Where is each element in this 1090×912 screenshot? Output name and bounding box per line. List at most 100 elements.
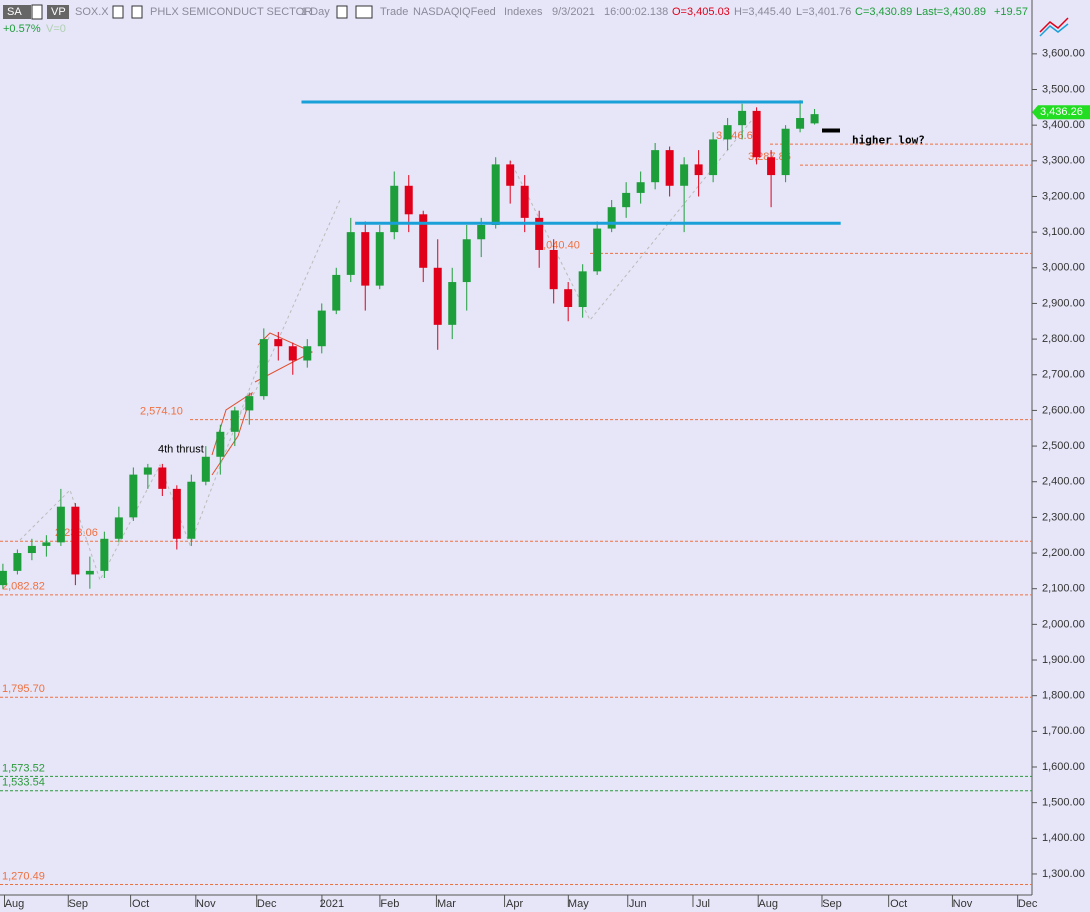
sa-label: SA [7, 6, 22, 18]
x-tick-label: Sep [68, 898, 88, 910]
x-tick-label: Sep [822, 898, 842, 910]
candle-body [100, 538, 109, 571]
candle-body [738, 110, 747, 126]
sa-dropdown[interactable] [31, 4, 43, 20]
y-tick-label: 3,200.00 [1042, 190, 1085, 202]
candle-body [680, 164, 689, 186]
y-tick-label: 1,700.00 [1042, 725, 1085, 737]
x-tick-label: Oct [132, 898, 149, 910]
annotation: higher low? [852, 134, 925, 147]
level-label: 1,795.70 [2, 683, 45, 695]
candle-body [404, 185, 413, 215]
candle-body [332, 274, 341, 311]
candle-body [346, 232, 355, 275]
level-label: 3,346.66 [716, 130, 759, 142]
x-tick-label: May [568, 898, 589, 910]
candle-body [651, 150, 660, 183]
change: +19.57 [994, 6, 1028, 18]
feed: IQFeed [459, 6, 496, 18]
x-tick-label: 2021 [320, 898, 344, 910]
candle-body [288, 346, 297, 361]
icon-line [1039, 17, 1069, 33]
x-tick-label: Oct [890, 898, 907, 910]
x-tick-label: Jun [629, 898, 647, 910]
candle-body [433, 267, 442, 325]
last-price-label: 3,436.26 [1040, 106, 1083, 118]
y-tick-label: 3,500.00 [1042, 83, 1085, 95]
annotation: 4th thrust [158, 444, 204, 456]
level-label: 1,533.54 [2, 777, 45, 789]
y-tick-label: 2,500.00 [1042, 440, 1085, 452]
zigzag-drawing [219, 199, 341, 446]
vp-button[interactable] [47, 5, 69, 19]
candle-body [56, 506, 65, 543]
level-label: 2,574.10 [140, 406, 183, 418]
candle-body [361, 232, 370, 286]
candle-body [578, 271, 587, 308]
candle-body [158, 467, 167, 489]
y-tick-label: 2,600.00 [1042, 404, 1085, 416]
candle-body [13, 553, 22, 571]
interval: 1 Day [301, 6, 330, 18]
x-tick-label: Dec [257, 898, 277, 910]
info-button[interactable] [131, 5, 143, 19]
interval-dropdown[interactable] [336, 5, 348, 19]
y-tick-label: 2,400.00 [1042, 476, 1085, 488]
candle-body [274, 339, 283, 347]
candle-body [752, 110, 761, 158]
candle-body [129, 474, 138, 518]
y-tick-label: 2,300.00 [1042, 511, 1085, 523]
x-tick-label: Dec [1018, 898, 1038, 910]
x-tick-label: Jul [696, 898, 710, 910]
y-tick-label: 1,400.00 [1042, 832, 1085, 844]
candle-body [723, 125, 732, 140]
symbol-dropdown[interactable] [112, 5, 124, 19]
candle-body [593, 228, 602, 272]
candle-body [42, 542, 51, 546]
candle-body [796, 118, 805, 129]
symbol: SOX.X [75, 6, 109, 18]
icon-line [1039, 23, 1069, 37]
y-tick-label: 3,300.00 [1042, 155, 1085, 167]
candle-body [419, 214, 428, 268]
candle-body [491, 164, 500, 225]
x-tick-label: Aug [758, 898, 778, 910]
y-tick-label: 3,000.00 [1042, 262, 1085, 274]
r-button[interactable] [355, 5, 373, 19]
level-label: 1,573.52 [2, 762, 45, 774]
y-tick-label: 2,000.00 [1042, 618, 1085, 630]
candle-body [172, 488, 181, 539]
group: Indexes [504, 6, 543, 18]
y-tick-label: 3,600.00 [1042, 48, 1085, 60]
candle-body [0, 570, 7, 586]
candle-body [607, 207, 616, 229]
x-tick-label: Aug [5, 898, 25, 910]
volume: V=0 [46, 23, 66, 35]
time: 16:00:02.138 [604, 6, 668, 18]
open: O=3,405.03 [672, 6, 730, 18]
wedge-drawing [211, 391, 253, 476]
zigzag-drawing [19, 334, 271, 582]
y-tick-label: 1,800.00 [1042, 690, 1085, 702]
y-tick-label: 3,100.00 [1042, 226, 1085, 238]
candle-body [27, 545, 36, 554]
candle-body [201, 456, 210, 482]
candle-body [665, 150, 674, 186]
level-label: 2,082.82 [2, 581, 45, 593]
candle-body [781, 128, 790, 176]
y-tick-label: 1,300.00 [1042, 868, 1085, 880]
x-tick-label: Mar [437, 898, 456, 910]
high: H=3,445.40 [734, 6, 791, 18]
chart-icon[interactable] [1039, 17, 1069, 37]
sa-button[interactable] [3, 5, 31, 19]
candle-body [71, 506, 80, 575]
candle-body [709, 139, 718, 176]
change-pct: +0.57% [3, 23, 41, 35]
candle-body [245, 396, 254, 411]
candle-body [259, 339, 268, 397]
y-tick-label: 1,500.00 [1042, 797, 1085, 809]
candle-body [564, 289, 573, 308]
candle-body [216, 431, 225, 457]
close: C=3,430.89 [855, 6, 912, 18]
